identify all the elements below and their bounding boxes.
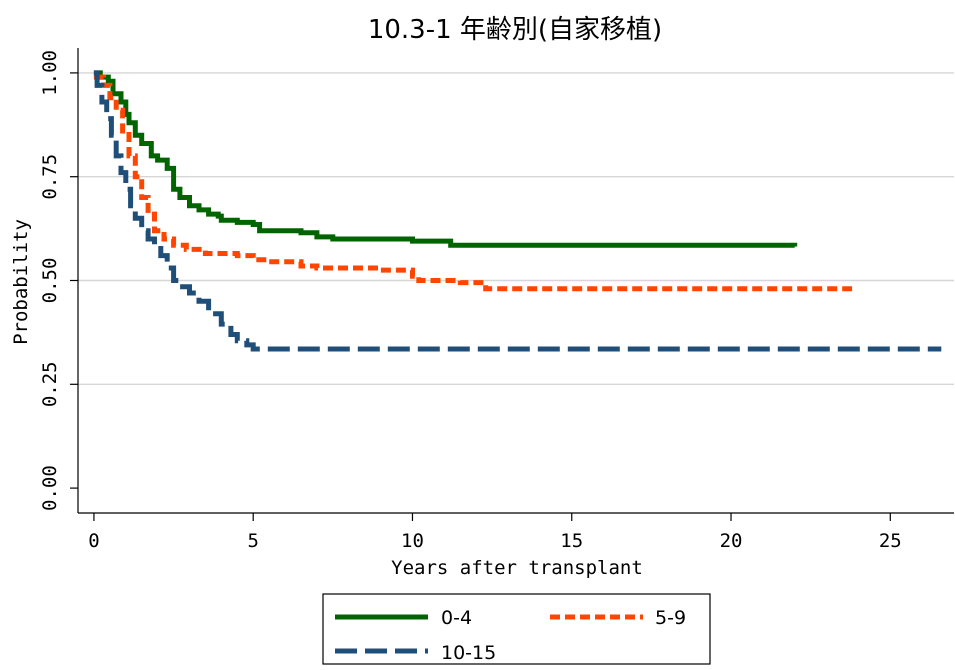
legend-label-0-4: 0-4 bbox=[441, 607, 472, 629]
x-axis-label: Years after transplant bbox=[391, 557, 643, 579]
y-tick-label: 0.00 bbox=[39, 465, 61, 511]
y-tick-label: 0.25 bbox=[39, 361, 61, 407]
legend: 0-4 5-9 10-15 bbox=[322, 593, 711, 665]
series-line-5-9 bbox=[93, 74, 853, 292]
series-line-10-15 bbox=[93, 70, 942, 352]
x-tick-label: 15 bbox=[560, 530, 583, 552]
series-lines bbox=[93, 70, 942, 352]
x-tick-label: 10 bbox=[401, 530, 424, 552]
chart-title: 10.3-1 年齢別(自家移植) bbox=[368, 15, 662, 45]
y-tick-label: 0.75 bbox=[39, 154, 61, 200]
y-ticks: 0.00 0.25 0.50 0.75 1.00 bbox=[39, 50, 78, 511]
y-tick-label: 1.00 bbox=[39, 50, 61, 96]
legend-box bbox=[322, 593, 711, 665]
legend-label-5-9: 5-9 bbox=[655, 607, 686, 629]
x-tick-label: 5 bbox=[247, 530, 258, 552]
legend-label-10-15: 10-15 bbox=[441, 642, 496, 664]
series-line-0-4 bbox=[93, 70, 798, 248]
y-axis-label: Probability bbox=[10, 219, 32, 345]
gridlines bbox=[78, 72, 954, 385]
x-tick-label: 20 bbox=[720, 530, 743, 552]
x-tick-label: 0 bbox=[88, 530, 99, 552]
x-ticks: 0 5 10 15 20 25 bbox=[88, 513, 902, 552]
x-tick-label: 25 bbox=[879, 530, 902, 552]
y-tick-label: 0.50 bbox=[39, 258, 61, 304]
